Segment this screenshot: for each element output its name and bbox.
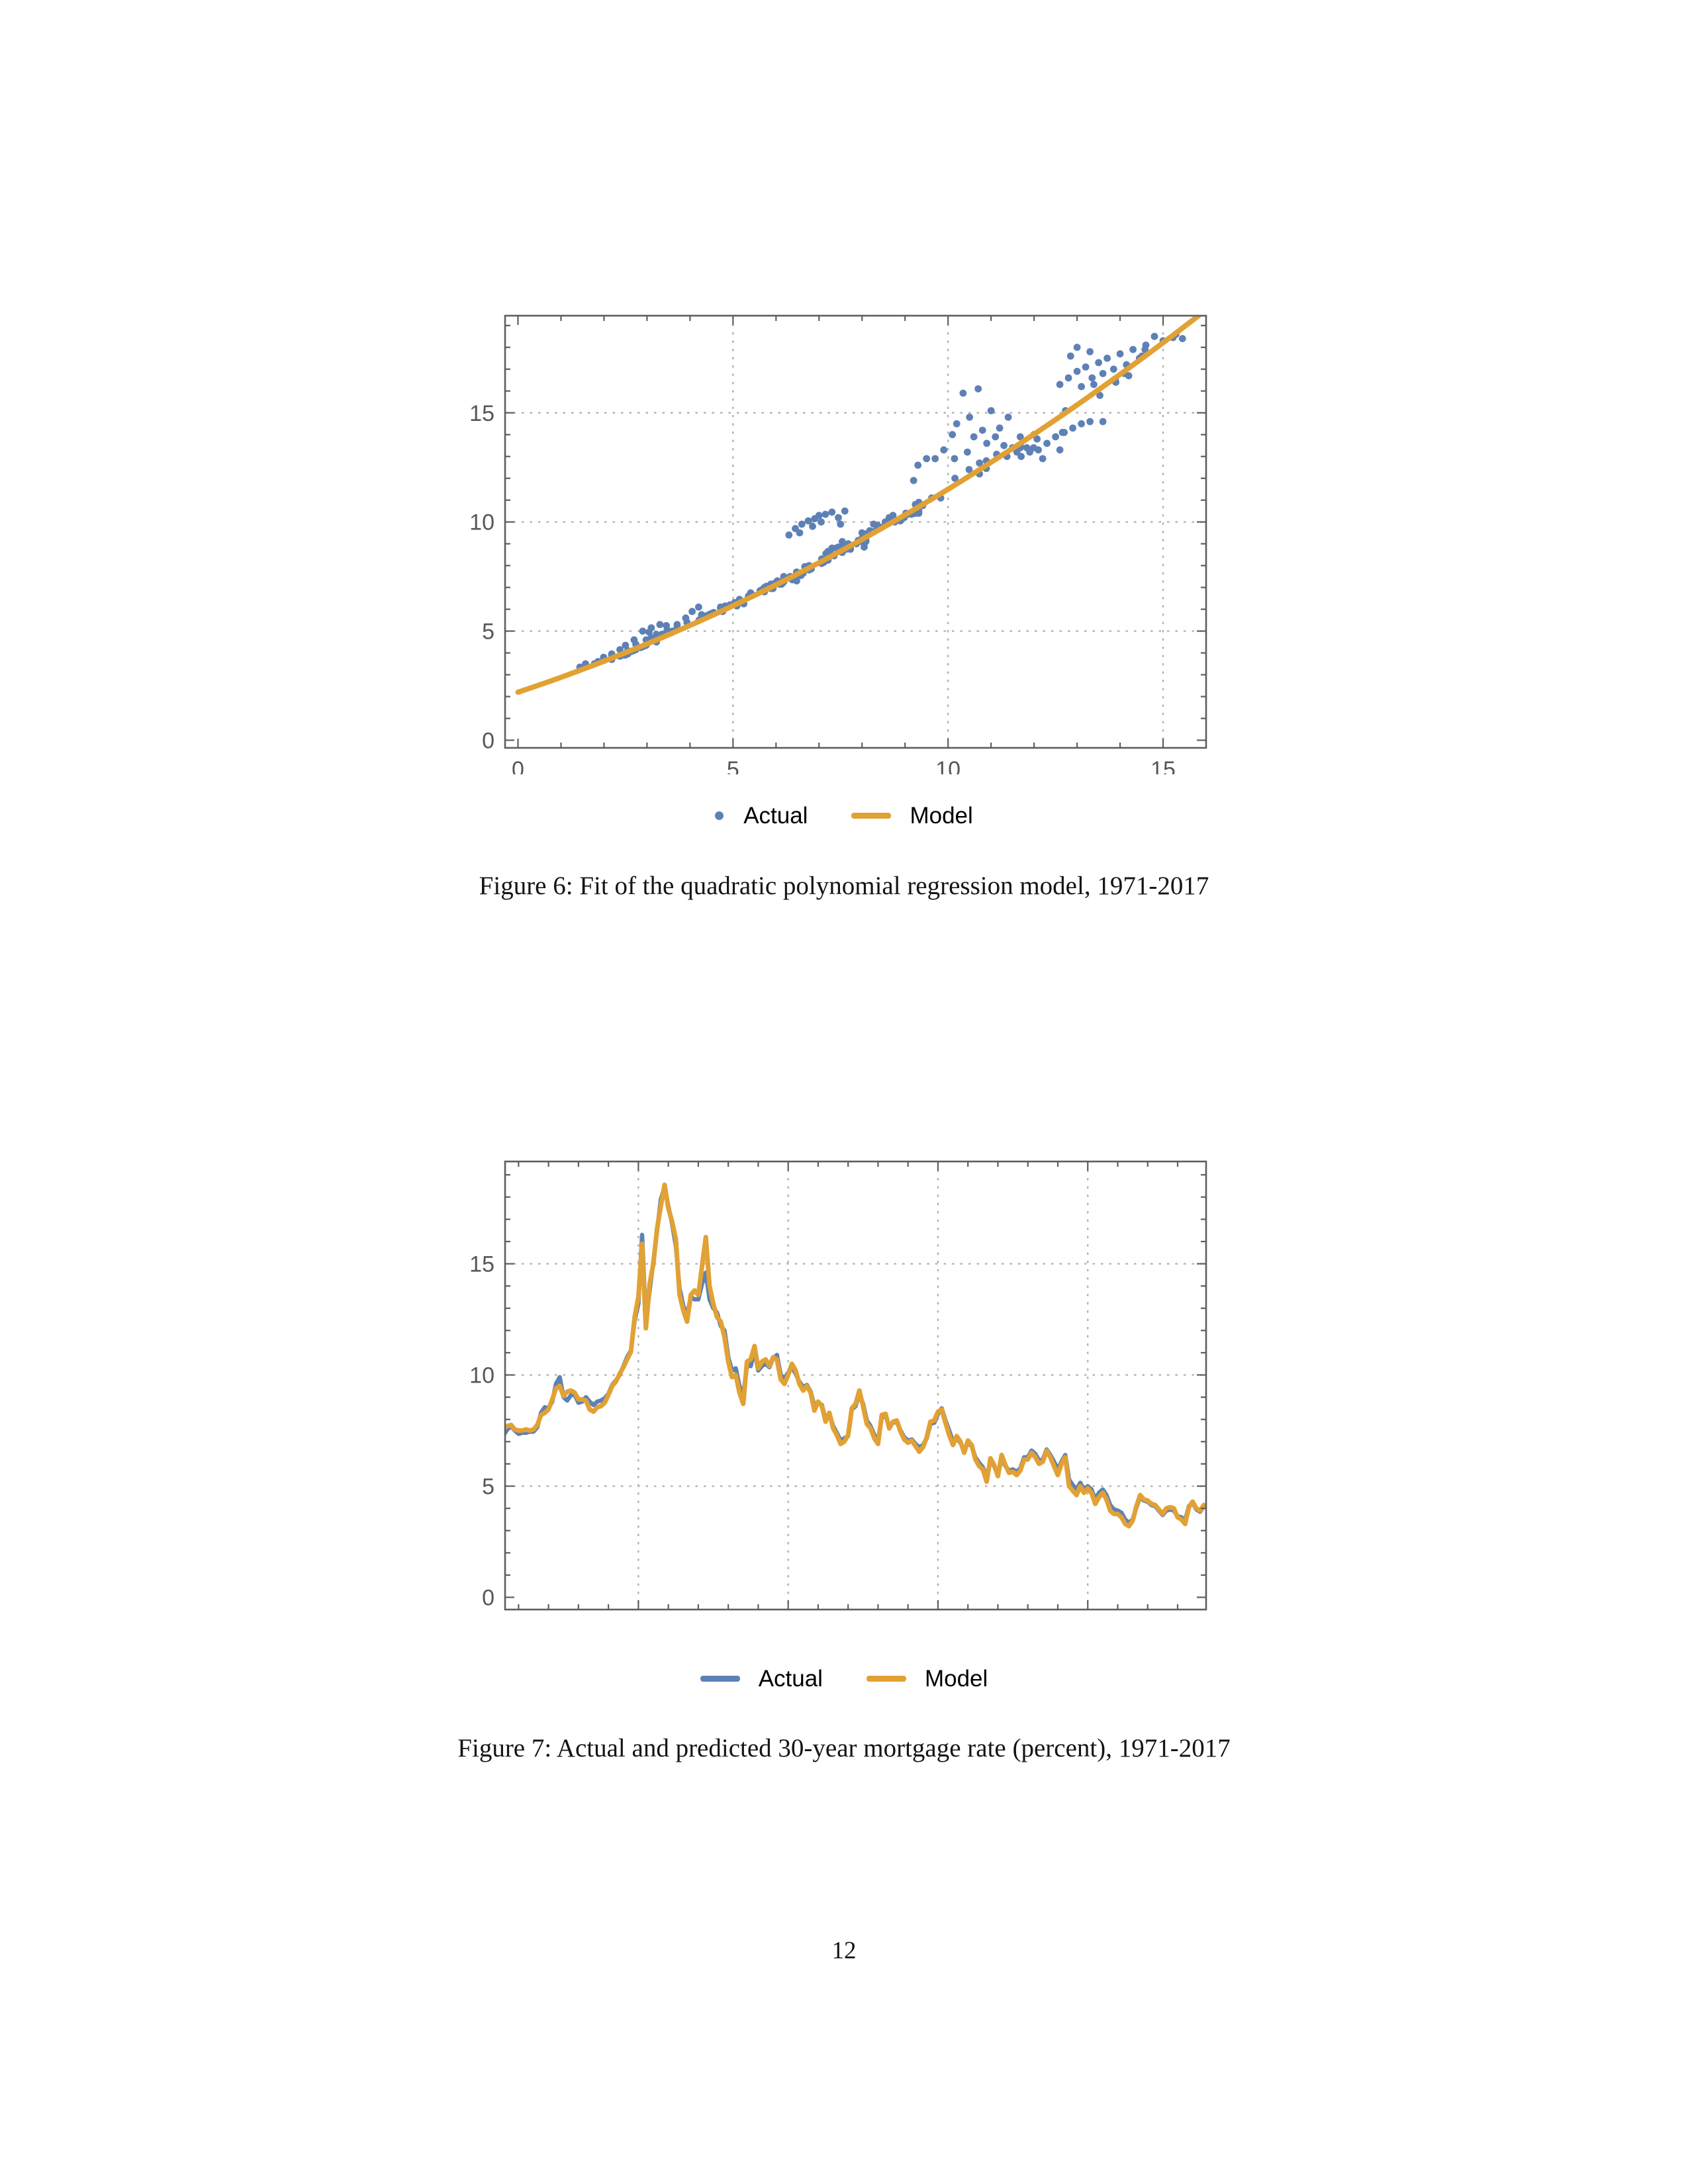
page-number: 12 bbox=[831, 1937, 857, 1964]
model-line-swatch bbox=[866, 1675, 906, 1682]
svg-text:10: 10 bbox=[935, 757, 961, 774]
actual-dot-swatch bbox=[715, 811, 724, 820]
figure6-legend-label-model: Model bbox=[910, 802, 973, 829]
figure7-legend-label-actual: Actual bbox=[758, 1665, 823, 1692]
figure6-scatter-plot: 0 5 10 15 0 5 10 15 bbox=[469, 314, 1207, 774]
svg-text:1980: 1980 bbox=[614, 1619, 664, 1621]
svg-text:2010: 2010 bbox=[1062, 1619, 1113, 1621]
model-line-swatch bbox=[851, 812, 892, 819]
svg-text:0: 0 bbox=[512, 757, 524, 774]
svg-text:2000: 2000 bbox=[913, 1619, 963, 1621]
figure7-legend-item-actual: Actual bbox=[700, 1667, 823, 1690]
actual-line-swatch bbox=[700, 1675, 740, 1682]
svg-text:5: 5 bbox=[727, 757, 739, 774]
figure6-legend-item-actual: Actual bbox=[715, 804, 808, 827]
figure7-legend-item-model: Model bbox=[866, 1665, 988, 1692]
svg-text:0: 0 bbox=[482, 1586, 494, 1611]
figure6-legend: Actual Model bbox=[0, 798, 1688, 833]
figure6-legend-item-model: Model bbox=[851, 802, 973, 829]
figure6-caption: Figure 6: Fit of the quadratic polynomia… bbox=[479, 872, 1209, 900]
svg-text:15: 15 bbox=[469, 401, 494, 426]
svg-text:5: 5 bbox=[482, 1475, 494, 1500]
figure7-legend: Actual Model bbox=[0, 1661, 1688, 1696]
svg-text:15: 15 bbox=[1150, 757, 1176, 774]
figure7-caption: Figure 7: Actual and predicted 30-year m… bbox=[457, 1734, 1231, 1762]
svg-text:10: 10 bbox=[469, 1363, 494, 1388]
figure6-legend-label-actual: Actual bbox=[743, 802, 808, 829]
svg-text:0: 0 bbox=[482, 728, 494, 753]
figure7-line-plot: 1980 1990 2000 2010 0 5 10 15 bbox=[469, 1160, 1207, 1621]
svg-text:5: 5 bbox=[482, 619, 494, 645]
svg-text:15: 15 bbox=[469, 1252, 494, 1277]
svg-text:1990: 1990 bbox=[763, 1619, 814, 1621]
figure7-legend-label-model: Model bbox=[924, 1665, 988, 1692]
svg-text:10: 10 bbox=[469, 510, 494, 535]
